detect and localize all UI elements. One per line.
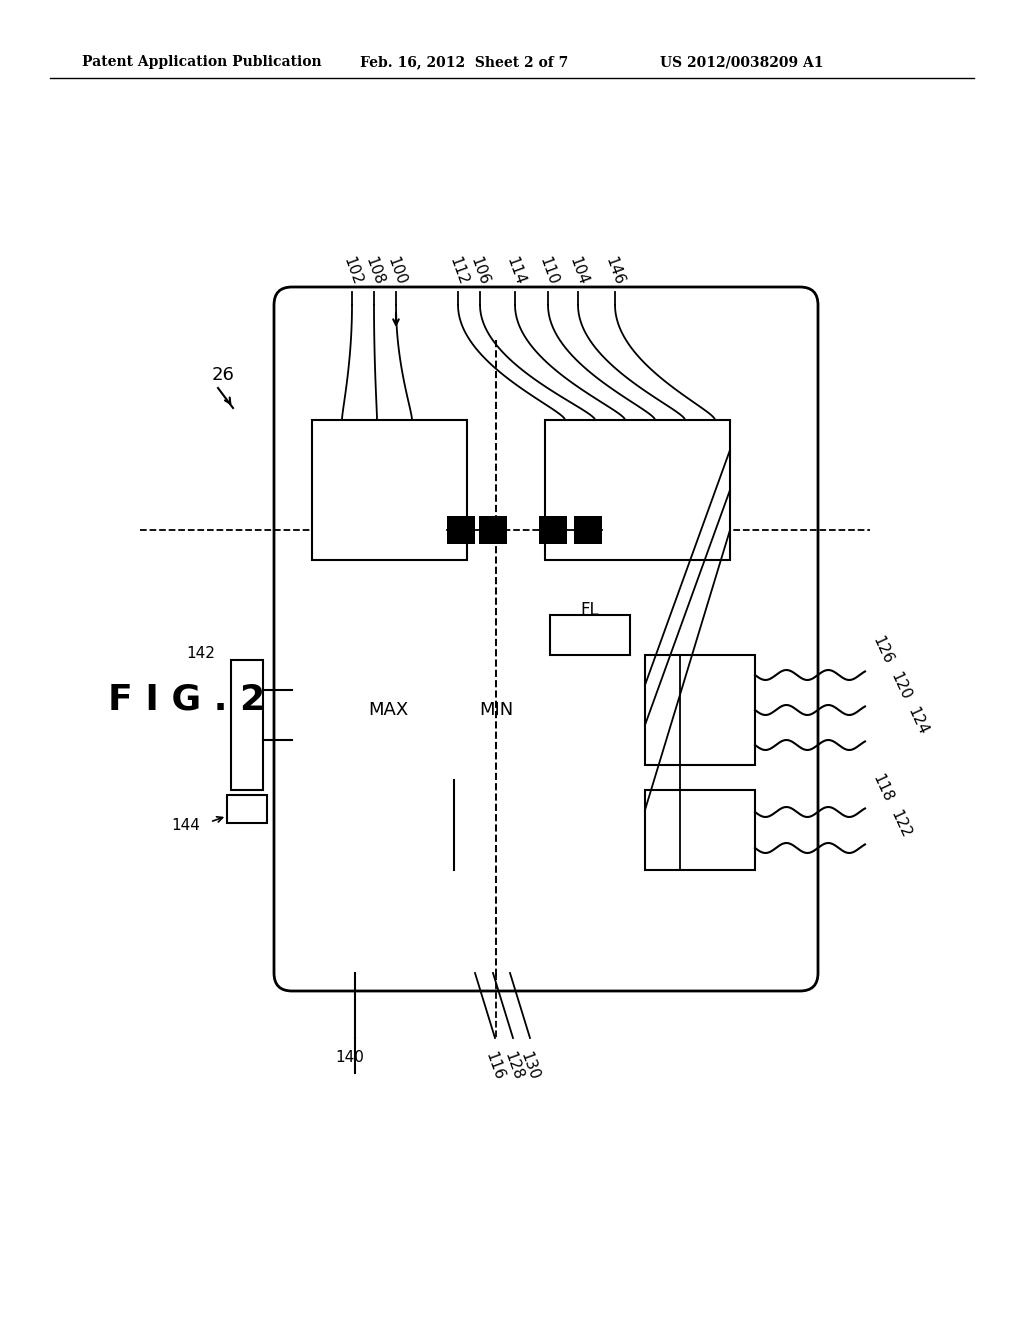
Text: 118: 118 [870,771,896,804]
Bar [447,516,475,544]
Bar [550,615,630,655]
Text: 122: 122 [888,808,913,840]
Text: 102: 102 [340,255,364,286]
Bar [539,516,567,544]
Text: 120: 120 [888,669,913,702]
Text: 140: 140 [336,1049,365,1065]
Text: MAX: MAX [368,701,409,719]
Text: 110: 110 [536,255,560,286]
Text: 26: 26 [212,366,234,384]
Text: 142: 142 [186,645,215,660]
Text: 100: 100 [384,255,408,286]
FancyBboxPatch shape [274,286,818,991]
Bar [645,789,755,870]
Text: Patent Application Publication: Patent Application Publication [82,55,322,69]
Text: 114: 114 [503,255,527,286]
Text: 112: 112 [446,255,470,286]
Text: 116: 116 [483,1049,507,1082]
Text: 106: 106 [468,255,492,286]
Text: 146: 146 [603,255,627,286]
Bar [645,655,755,766]
Bar [227,795,267,822]
Bar [545,420,730,560]
Text: 144: 144 [171,818,200,833]
Text: 124: 124 [905,705,931,737]
Text: US 2012/0038209 A1: US 2012/0038209 A1 [660,55,823,69]
Bar [479,516,507,544]
Text: Feb. 16, 2012  Sheet 2 of 7: Feb. 16, 2012 Sheet 2 of 7 [360,55,568,69]
Text: 126: 126 [870,635,896,667]
Text: 104: 104 [566,255,590,286]
Text: F I G . 2: F I G . 2 [108,682,265,717]
Text: 128: 128 [501,1049,525,1082]
Bar [231,660,263,789]
Text: 130: 130 [518,1049,542,1082]
Text: FL: FL [581,601,599,619]
Bar [574,516,602,544]
Bar [312,420,467,560]
Text: 108: 108 [362,255,386,286]
Text: MIN: MIN [479,701,513,719]
